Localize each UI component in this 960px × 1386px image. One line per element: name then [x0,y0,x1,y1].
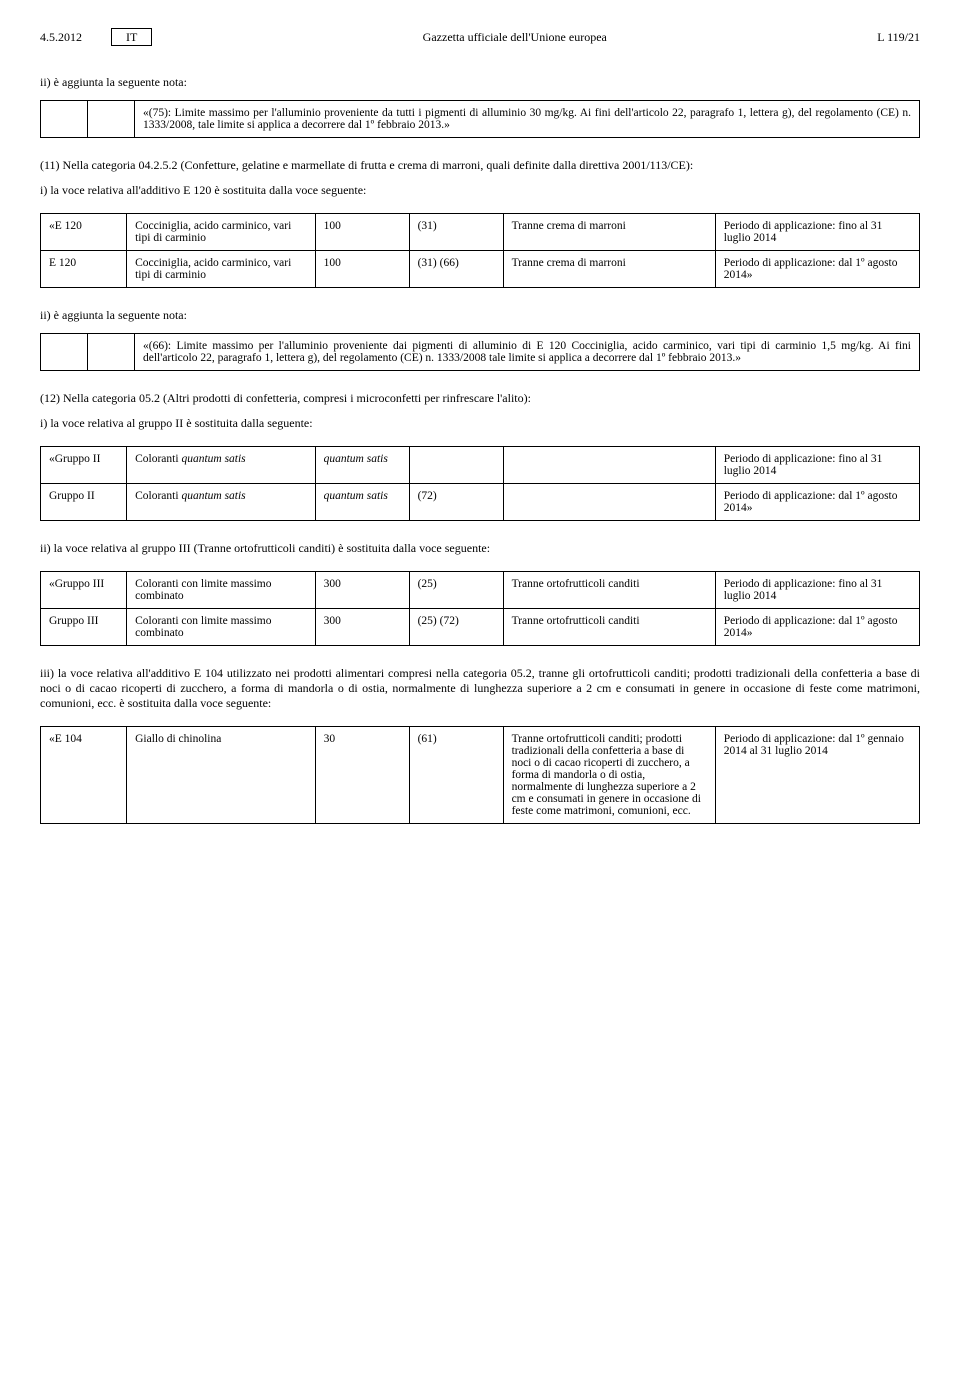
cell-limit: 300 [315,572,409,609]
cell-refs: (25) (72) [409,609,503,646]
cell-limit: 30 [315,727,409,824]
cell-refs [409,447,503,484]
cell-limit: 100 [315,251,409,288]
cell-name: Giallo di chinolina [127,727,316,824]
table-gruppo-iii: «Gruppo III Coloranti con limite massimo… [40,571,920,646]
cell-period: Periodo di applicazione: fino al 31 lugl… [715,447,919,484]
cell-period: Periodo di applicazione: fino al 31 lugl… [715,214,919,251]
cell-limit: 300 [315,609,409,646]
header-date: 4.5.2012 IT [40,30,152,45]
cell-name: Cocciniglia, acido carminico, vari tipi … [127,214,316,251]
cell-restriction: Tranne ortofrutticoli canditi [503,572,715,609]
cell-limit: 100 [315,214,409,251]
cell-restriction: Tranne crema di marroni [503,251,715,288]
italic: quantum satis [324,490,388,502]
sec2-intro: ii) è aggiunta la seguente nota: [40,308,920,323]
page-number: L 119/21 [877,30,920,45]
table-row: E 120 Cocciniglia, acido carminico, vari… [41,251,920,288]
cell-restriction: Tranne ortofrutticoli canditi [503,609,715,646]
cell-restriction: Tranne ortofrutticoli canditi; prodotti … [503,727,715,824]
page-header: 4.5.2012 IT Gazzetta ufficiale dell'Unio… [40,30,920,45]
table-row: «Gruppo III Coloranti con limite massimo… [41,572,920,609]
cell-period: Periodo di applicazione: dal 1º agosto 2… [715,251,919,288]
cell-code: Gruppo II [41,484,127,521]
journal-title: Gazzetta ufficiale dell'Unione europea [152,30,877,45]
date-text: 4.5.2012 [40,30,82,44]
cell-period: Periodo di applicazione: fino al 31 lugl… [715,572,919,609]
cell-refs: (31) (66) [409,251,503,288]
cell-restriction: Tranne crema di marroni [503,214,715,251]
sec3-intro: ii) la voce relativa al gruppo III (Tran… [40,541,920,556]
cell-refs: (31) [409,214,503,251]
sec1-subpoint: i) la voce relativa all'additivo E 120 è… [40,183,920,198]
italic: quantum satis [181,490,245,502]
empty-cell [88,101,135,138]
cell-restriction [503,484,715,521]
cell-restriction [503,447,715,484]
empty-cell [88,334,135,371]
sec1-intro: ii) è aggiunta la seguente nota: [40,75,920,90]
cell-period: Periodo di applicazione: dal 1º agosto 2… [715,609,919,646]
sec4-intro: iii) la voce relativa all'additivo E 104… [40,666,920,711]
cell-code: Gruppo III [41,609,127,646]
cell-limit: quantum satis [315,447,409,484]
empty-cell [41,101,88,138]
note-66-text: «(66): Limite massimo per l'alluminio pr… [135,334,920,371]
cell-code: «Gruppo III [41,572,127,609]
note-table-66: «(66): Limite massimo per l'alluminio pr… [40,333,920,371]
sec1-category: (11) Nella categoria 04.2.5.2 (Confettur… [40,158,920,173]
txt: Coloranti [135,490,181,502]
italic: quantum satis [181,453,245,465]
table-e120: «E 120 Cocciniglia, acido carminico, var… [40,213,920,288]
empty-cell [41,334,88,371]
cell-refs: (25) [409,572,503,609]
table-row: Gruppo III Coloranti con limite massimo … [41,609,920,646]
table-row: «Gruppo II Coloranti quantum satis quant… [41,447,920,484]
cell-name: Coloranti con limite massimo combinato [127,572,316,609]
cell-name: Cocciniglia, acido carminico, vari tipi … [127,251,316,288]
cell-limit: quantum satis [315,484,409,521]
cell-code: «Gruppo II [41,447,127,484]
note-table-75: «(75): Limite massimo per l'alluminio pr… [40,100,920,138]
table-row: «E 104 Giallo di chinolina 30 (61) Trann… [41,727,920,824]
cell-code: «E 104 [41,727,127,824]
italic: quantum satis [324,453,388,465]
sec2-category: (12) Nella categoria 05.2 (Altri prodott… [40,391,920,406]
language-box: IT [111,28,152,46]
cell-name: Coloranti quantum satis [127,447,316,484]
table-row: Gruppo II Coloranti quantum satis quantu… [41,484,920,521]
cell-refs: (61) [409,727,503,824]
table-gruppo-ii: «Gruppo II Coloranti quantum satis quant… [40,446,920,521]
sec2-subpoint: i) la voce relativa al gruppo II è sosti… [40,416,920,431]
cell-refs: (72) [409,484,503,521]
cell-period: Periodo di applicazione: dal 1º gennaio … [715,727,919,824]
table-row: «E 120 Cocciniglia, acido carminico, var… [41,214,920,251]
cell-period: Periodo di applicazione: dal 1º agosto 2… [715,484,919,521]
table-e104: «E 104 Giallo di chinolina 30 (61) Trann… [40,726,920,824]
cell-name: Coloranti quantum satis [127,484,316,521]
cell-name: Coloranti con limite massimo combinato [127,609,316,646]
txt: Coloranti [135,453,181,465]
note-75-text: «(75): Limite massimo per l'alluminio pr… [135,101,920,138]
cell-code: E 120 [41,251,127,288]
cell-code: «E 120 [41,214,127,251]
